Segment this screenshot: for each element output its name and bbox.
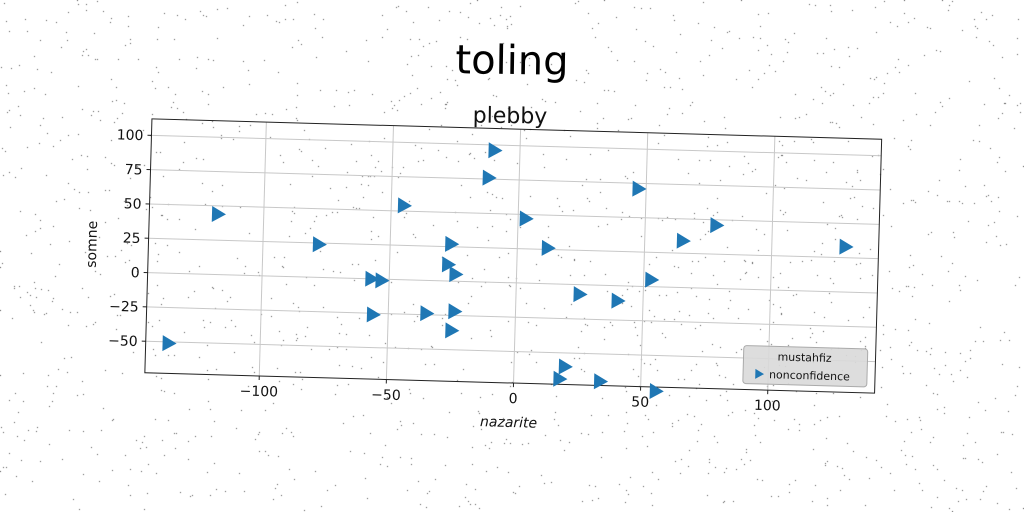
x-grid-line <box>258 122 267 377</box>
y-tick-label: −25 <box>109 299 139 316</box>
data-point <box>488 142 503 159</box>
data-point <box>839 238 854 255</box>
x-tick-label: 100 <box>754 398 781 415</box>
x-axis-ticks: −100 −50 0 50 100 <box>239 375 781 415</box>
plot-frame <box>144 118 883 394</box>
data-point <box>420 305 435 322</box>
data-point <box>482 169 497 186</box>
y-grid-line <box>147 272 878 294</box>
data-point <box>449 266 464 283</box>
data-point <box>649 383 664 400</box>
x-tick-label: 0 <box>508 391 517 407</box>
x-tick-label: −100 <box>239 383 278 400</box>
data-point <box>593 373 609 390</box>
data-point <box>366 306 381 323</box>
data-point <box>541 239 556 256</box>
data-point <box>676 232 691 249</box>
grid-lines <box>145 122 882 391</box>
y-tick-label: 25 <box>123 231 141 247</box>
data-point <box>710 217 725 234</box>
data-point <box>397 197 412 214</box>
data-point <box>211 205 226 222</box>
x-grid-line <box>385 125 394 380</box>
data-point <box>448 303 463 320</box>
data-point <box>445 235 460 252</box>
x-grid-line <box>640 132 649 387</box>
data-point <box>611 292 626 309</box>
data-point <box>553 370 568 387</box>
y-grid-line <box>150 169 881 191</box>
data-point <box>441 256 457 273</box>
x-grid-line <box>513 129 522 384</box>
legend-entry-mustahfiz: mustahfiz <box>777 350 832 365</box>
y-tick-label: 100 <box>117 127 144 144</box>
data-point <box>632 180 647 197</box>
chart-subtitle: plebby <box>473 103 548 129</box>
y-tick-label: −50 <box>108 333 138 350</box>
legend-marker-nonconfidence <box>755 368 765 379</box>
x-axis-label: nazarite <box>480 414 538 432</box>
data-point <box>445 322 460 339</box>
x-tick-label: 50 <box>631 394 649 410</box>
legend: mustahfiz nonconfidence <box>742 345 869 388</box>
y-grid-line <box>148 237 879 260</box>
legend-box <box>742 345 869 388</box>
legend-entry-nonconfidence: nonconfidence <box>769 368 850 383</box>
y-tick-label: 0 <box>130 265 139 281</box>
data-point <box>375 272 390 289</box>
data-point <box>162 335 177 352</box>
plot-group: −100 −50 0 50 100 100 75 50 25 0 −25 −50 mustahfiz… <box>84 118 883 432</box>
data-point <box>519 210 534 227</box>
data-point <box>558 358 573 375</box>
y-tick-label: 75 <box>124 162 142 178</box>
y-tick-label: 50 <box>123 196 141 212</box>
y-grid-line <box>149 203 880 225</box>
y-axis-label: somne <box>84 221 101 268</box>
x-tick-label: −50 <box>371 387 401 404</box>
data-point <box>312 236 327 253</box>
y-grid-line <box>151 134 882 157</box>
data-points <box>162 142 854 400</box>
data-point <box>573 286 588 303</box>
y-axis-ticks: 100 75 50 25 0 −25 −50 <box>108 127 152 350</box>
data-point <box>365 270 380 287</box>
y-grid-line <box>146 306 877 328</box>
data-point <box>645 271 660 288</box>
